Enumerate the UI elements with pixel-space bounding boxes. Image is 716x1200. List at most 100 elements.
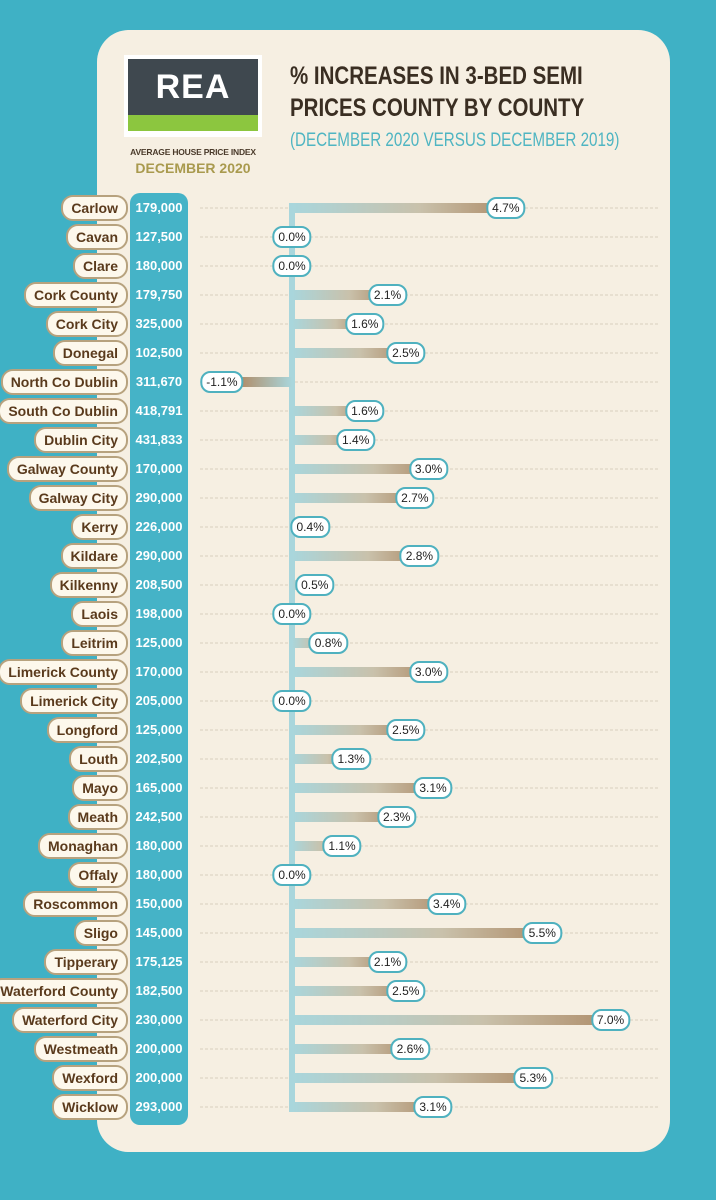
county-label: Kilkenny — [49, 572, 128, 598]
chart-title-text: % INCREASES IN 3-BED SEMI PRICES COUNTY … — [290, 62, 585, 122]
price-value: 125,000 — [135, 635, 183, 650]
county-label: Louth — [69, 746, 128, 772]
bar — [292, 551, 420, 561]
county-label: Leitrim — [61, 630, 128, 656]
bar — [292, 348, 406, 358]
price-value: 293,000 — [135, 1099, 183, 1114]
county-label: South Co Dublin — [0, 398, 128, 424]
bar — [292, 899, 447, 909]
price-column — [130, 193, 188, 1125]
data-label: 1.6% — [345, 313, 385, 335]
data-label: 2.3% — [376, 806, 417, 828]
data-label: 3.0% — [408, 661, 449, 683]
bar — [292, 957, 388, 967]
price-value: 311,670 — [135, 374, 183, 389]
data-label: 2.5% — [386, 980, 426, 1002]
bar — [292, 783, 434, 793]
data-label: 2.7% — [395, 487, 435, 509]
data-label: 0.4% — [290, 516, 330, 538]
county-label: Wexford — [52, 1065, 128, 1091]
data-label: 5.5% — [522, 922, 562, 944]
price-value: 127,500 — [135, 229, 183, 244]
county-label: Limerick County — [0, 659, 128, 685]
bar — [292, 319, 365, 329]
county-label: Sligo — [73, 920, 128, 946]
county-label: Cork County — [24, 282, 128, 308]
price-value: 431,833 — [135, 432, 183, 447]
county-label: Dublin City — [34, 427, 128, 453]
data-label: 7.0% — [590, 1009, 631, 1031]
logo-green-band — [128, 115, 258, 131]
price-value: 325,000 — [135, 316, 183, 331]
bar — [292, 406, 365, 416]
logo-text: REA — [128, 59, 258, 115]
data-label: 3.4% — [427, 893, 467, 915]
price-value: 150,000 — [135, 896, 183, 911]
chart-subtitle: (DECEMBER 2020 VERSUS DECEMBER 2019) — [290, 130, 620, 151]
county-label: Carlow — [61, 195, 128, 221]
price-value: 170,000 — [135, 461, 183, 476]
county-label: Galway City — [28, 485, 128, 511]
county-label: Longford — [46, 717, 128, 743]
price-value: 179,750 — [135, 287, 183, 302]
county-label: Offaly — [68, 862, 128, 888]
bar — [292, 1102, 434, 1112]
data-label: 0.0% — [272, 690, 312, 712]
data-label: 0.0% — [272, 226, 312, 248]
price-value: 175,125 — [135, 954, 183, 969]
data-label: 3.1% — [413, 777, 453, 799]
price-value: 198,000 — [135, 606, 183, 621]
county-label: Waterford County — [0, 978, 128, 1004]
price-value: 180,000 — [135, 258, 183, 273]
bar — [292, 290, 388, 300]
county-label: Cavan — [65, 224, 128, 250]
county-label: Westmeath — [33, 1036, 128, 1062]
county-label: Mayo — [72, 775, 128, 801]
bar — [292, 841, 343, 851]
county-label: Limerick City — [20, 688, 128, 714]
price-value: 230,000 — [135, 1012, 183, 1027]
data-label: 2.1% — [367, 951, 408, 973]
price-value: 200,000 — [135, 1070, 183, 1085]
county-label: Clare — [72, 253, 128, 279]
county-label: Cork City — [45, 311, 128, 337]
data-label: 5.3% — [513, 1067, 553, 1089]
price-value: 182,500 — [135, 983, 183, 998]
data-label: 0.5% — [295, 574, 335, 596]
axis-trunk — [289, 203, 295, 1112]
rea-logo: REA — [124, 55, 262, 137]
price-value: 208,500 — [135, 577, 183, 592]
index-label: AVERAGE HOUSE PRICE INDEX — [130, 147, 256, 157]
bar — [292, 754, 352, 764]
data-label: 2.6% — [390, 1038, 430, 1060]
bar — [292, 928, 543, 938]
bar — [241, 377, 292, 387]
bar — [292, 725, 406, 735]
bar — [292, 667, 429, 677]
county-label: Laois — [71, 601, 128, 627]
bar — [292, 812, 397, 822]
county-label: Donegal — [52, 340, 128, 366]
price-value: 170,000 — [135, 664, 183, 679]
price-value: 145,000 — [135, 925, 183, 940]
data-label: 2.5% — [386, 342, 426, 364]
county-label: Roscommon — [23, 891, 128, 917]
data-label: 2.1% — [367, 284, 408, 306]
price-value: 290,000 — [135, 548, 183, 563]
bar — [292, 1044, 411, 1054]
data-label: 3.0% — [408, 458, 449, 480]
data-label: 2.5% — [386, 719, 426, 741]
price-value: 242,500 — [135, 809, 183, 824]
price-value: 205,000 — [135, 693, 183, 708]
price-value: 102,500 — [135, 345, 183, 360]
bar — [292, 986, 406, 996]
data-label: 1.4% — [336, 429, 376, 451]
bar — [292, 203, 506, 213]
bar — [292, 464, 429, 474]
chart-title: % INCREASES IN 3-BED SEMI PRICES COUNTY … — [290, 60, 618, 124]
index-date: DECEMBER 2020 — [135, 160, 251, 176]
county-label: Kildare — [60, 543, 128, 569]
bar — [292, 1073, 534, 1083]
price-value: 202,500 — [135, 751, 183, 766]
price-value: 180,000 — [135, 867, 183, 882]
